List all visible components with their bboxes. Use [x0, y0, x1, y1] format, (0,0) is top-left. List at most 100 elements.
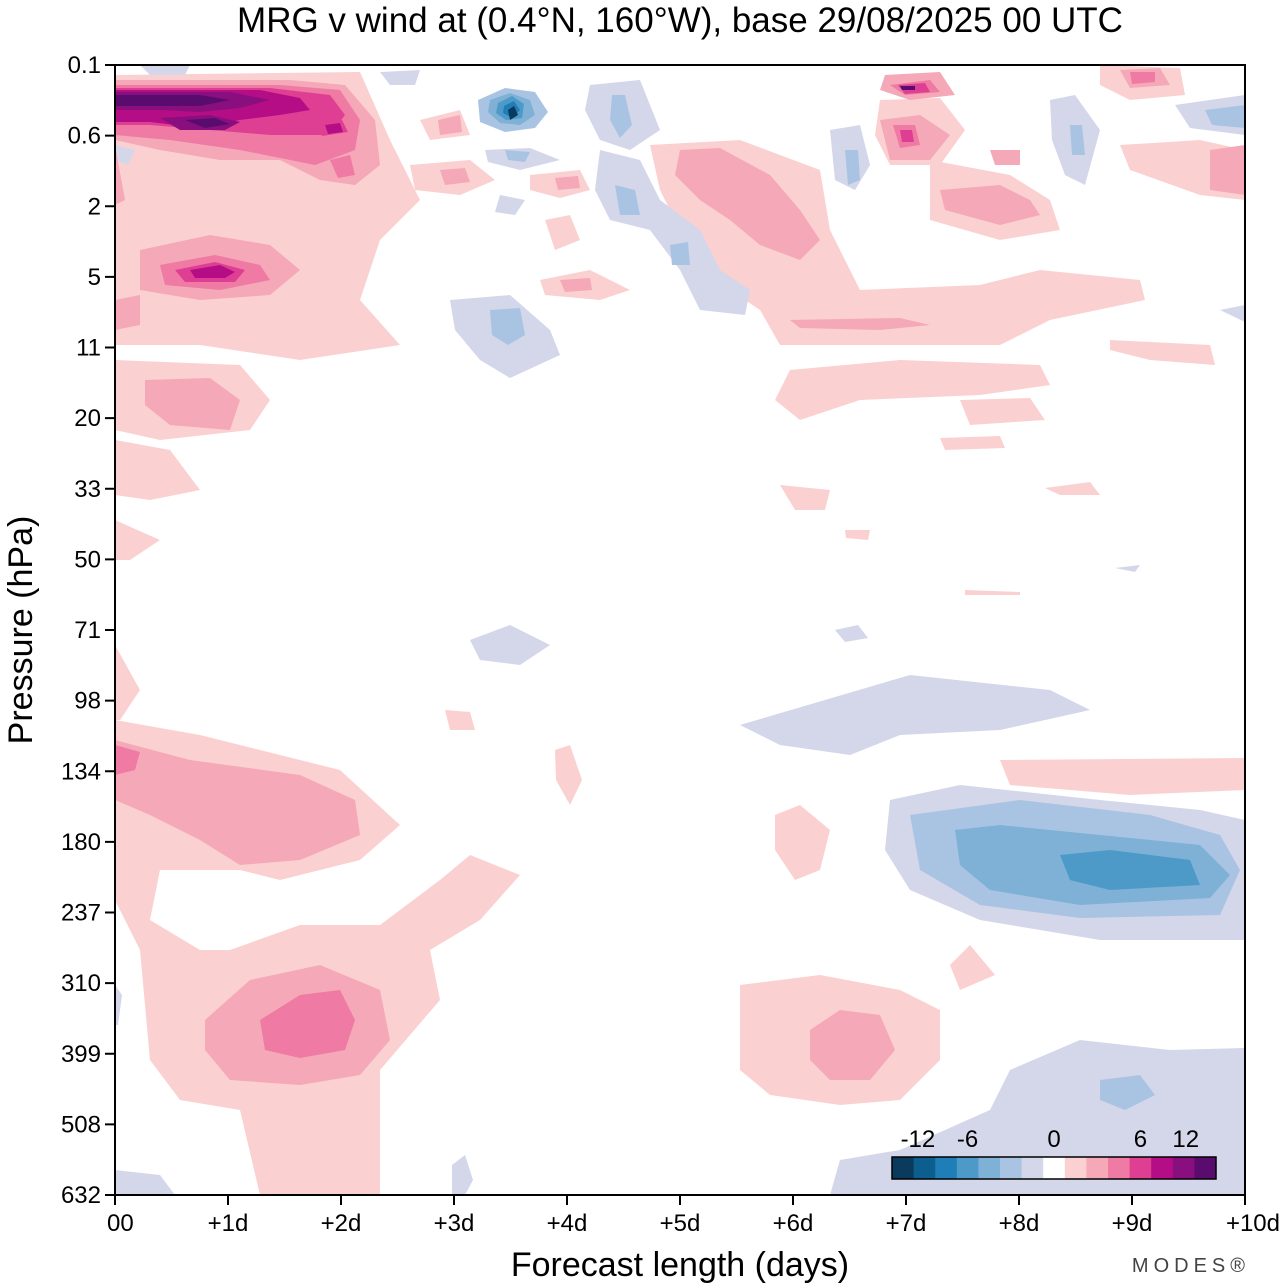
- contour-region: [790, 318, 930, 330]
- x-tick-label: +7d: [886, 1210, 927, 1237]
- contour-region: [900, 86, 915, 90]
- x-tick-label: +2d: [321, 1210, 362, 1237]
- colorbar-frame: [891, 1156, 1217, 1180]
- contour-region: [1210, 145, 1245, 195]
- contour-region: [555, 745, 582, 805]
- contour-region: [785, 218, 800, 240]
- contour-region: [845, 530, 870, 540]
- contour-region: [452, 1155, 473, 1195]
- y-tick-label: 98: [74, 688, 101, 715]
- colorbar-swatch: [935, 1157, 958, 1179]
- colorbar-swatch: [1021, 1157, 1044, 1179]
- contour-region: [490, 308, 525, 345]
- x-tick-label: 00: [107, 1210, 134, 1237]
- x-tick-label: +6d: [773, 1210, 814, 1237]
- contour-region: [1070, 125, 1085, 155]
- contour-region: [115, 295, 140, 330]
- contour-region: [505, 150, 530, 162]
- contour-region: [115, 745, 140, 775]
- contour-region: [845, 150, 860, 185]
- colorbar-swatch: [1000, 1157, 1023, 1179]
- y-tick-label: 180: [61, 829, 101, 856]
- y-tick-label: 0.1: [68, 52, 101, 79]
- contour-region: [470, 625, 550, 665]
- contour-region: [1110, 340, 1215, 365]
- contour-region: [115, 95, 230, 106]
- y-tick-label: 50: [74, 546, 101, 573]
- contour-region: [145, 378, 240, 430]
- contour-region: [495, 195, 525, 215]
- contour-region: [115, 740, 360, 865]
- x-axis-label: Forecast length (days): [511, 1246, 849, 1284]
- y-tick-label: 11: [76, 335, 101, 362]
- contour-region: [380, 70, 420, 85]
- contour-region: [1060, 850, 1200, 890]
- y-tick-label: 5: [88, 264, 101, 291]
- colorbar-swatch: [892, 1157, 915, 1179]
- x-tick-label: +3d: [434, 1210, 475, 1237]
- contour-region: [675, 148, 820, 260]
- contour-region: [185, 118, 230, 128]
- y-tick-label: 33: [74, 476, 101, 503]
- contour-region: [555, 176, 580, 190]
- contour-region: [438, 115, 462, 135]
- contour-region: [445, 710, 475, 730]
- x-tick-label: +10d: [1226, 1210, 1280, 1237]
- contour-region: [1100, 1075, 1155, 1110]
- contour-region: [1130, 72, 1155, 84]
- contour-region: [835, 625, 868, 642]
- contour-region: [1220, 305, 1245, 322]
- contour-region: [115, 645, 140, 720]
- y-tick-label: 632: [61, 1182, 101, 1209]
- contour-field: [115, 65, 1245, 1195]
- chart-title: MRG v wind at (0.4°N, 160°W), base 29/08…: [237, 1, 1123, 40]
- y-tick-label: 134: [61, 758, 101, 785]
- colorbar-label: -12: [901, 1126, 936, 1153]
- colorbar-label: 6: [1134, 1126, 1147, 1153]
- contour-region: [115, 440, 200, 500]
- contour-region: [965, 590, 1020, 595]
- colorbar: -12 -6 0 6 12: [891, 1126, 1217, 1180]
- contour-region: [325, 123, 343, 134]
- contour-region: [990, 150, 1020, 165]
- colorbar-swatch: [1194, 1157, 1217, 1179]
- contour-region: [440, 168, 470, 185]
- contour-region: [1000, 758, 1245, 795]
- colorbar-label: 0: [1047, 1126, 1060, 1153]
- contour-region: [1205, 105, 1245, 128]
- x-axis: 00 +1d +2d +3d +4d +5d +6d +7d +8d +9d +10d: [107, 1195, 1280, 1237]
- contour-region: [330, 155, 355, 178]
- contour-region: [900, 130, 914, 142]
- contour-region: [560, 278, 592, 292]
- contour-region: [115, 520, 160, 560]
- colorbar-swatch: [1129, 1157, 1152, 1179]
- y-tick-label: 0.6: [68, 123, 101, 150]
- y-tick-label: 310: [61, 970, 101, 997]
- y-axis-label: Pressure (hPa): [2, 516, 40, 745]
- colorbar-swatch: [1064, 1157, 1087, 1179]
- colorbar-swatch: [978, 1157, 1001, 1179]
- contour-region: [508, 106, 518, 120]
- contour-region: [670, 242, 690, 265]
- y-tick-label: 71: [74, 617, 101, 644]
- contour-region: [115, 1170, 175, 1195]
- colorbar-swatch: [913, 1157, 936, 1179]
- contour-region: [740, 675, 1090, 755]
- contour-region: [545, 215, 580, 250]
- colorbar-swatch: [1108, 1157, 1131, 1179]
- colorbar-swatch: [1151, 1157, 1174, 1179]
- y-tick-label: 399: [61, 1041, 101, 1068]
- contour-region: [950, 945, 995, 990]
- y-tick-label: 20: [74, 405, 101, 432]
- modes-logo: MODES®: [1132, 1255, 1250, 1277]
- x-tick-label: +9d: [1112, 1210, 1153, 1237]
- colorbar-swatch: [1043, 1157, 1066, 1179]
- x-tick-label: +8d: [999, 1210, 1040, 1237]
- contour-region: [140, 65, 190, 75]
- colorbar-label: -6: [957, 1126, 978, 1153]
- contour-region: [775, 805, 830, 880]
- contour-region: [190, 265, 235, 278]
- contour-region: [610, 95, 632, 138]
- y-tick-label: 2: [88, 193, 101, 220]
